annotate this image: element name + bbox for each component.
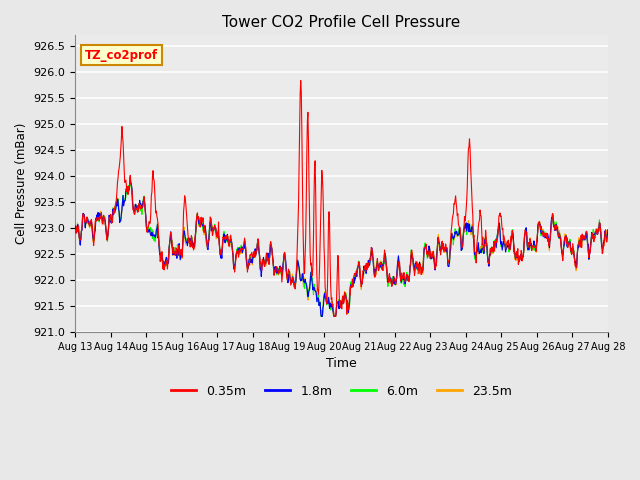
Y-axis label: Cell Pressure (mBar): Cell Pressure (mBar): [15, 123, 28, 244]
Legend: 0.35m, 1.8m, 6.0m, 23.5m: 0.35m, 1.8m, 6.0m, 23.5m: [166, 380, 516, 403]
X-axis label: Time: Time: [326, 357, 357, 370]
Text: TZ_co2prof: TZ_co2prof: [85, 48, 158, 62]
Title: Tower CO2 Profile Cell Pressure: Tower CO2 Profile Cell Pressure: [222, 15, 461, 30]
